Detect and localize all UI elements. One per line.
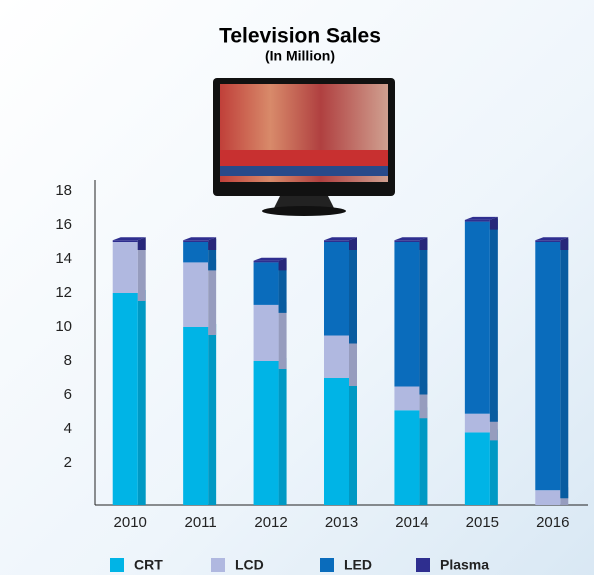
y-tick-label: 6 (64, 386, 72, 403)
x-tick-label: 2012 (254, 514, 287, 531)
bar-side (208, 259, 216, 335)
bar-side (419, 239, 427, 395)
bar-segment (254, 361, 279, 505)
bar-segment (535, 242, 560, 490)
bar-segment (183, 240, 208, 242)
bar-side (349, 375, 357, 505)
bar-side (349, 239, 357, 344)
bar-segment (183, 262, 208, 327)
bar-side (138, 290, 146, 505)
legend-label: LCD (235, 557, 264, 573)
bar-segment (394, 387, 419, 411)
bar-segment (183, 242, 208, 262)
y-tick-label: 2 (64, 454, 72, 471)
bar-segment (324, 242, 349, 336)
bar-segment (113, 242, 138, 293)
bar-segment (535, 490, 560, 505)
x-tick-label: 2013 (325, 514, 358, 531)
y-tick-label: 8 (64, 352, 72, 369)
legend-swatch (416, 558, 430, 572)
bar-segment (254, 305, 279, 361)
bar-segment (324, 378, 349, 505)
bar-segment (535, 240, 560, 242)
bar-segment (465, 222, 490, 414)
bar-segment (465, 432, 490, 505)
legend-label: Plasma (440, 557, 489, 573)
bar-segment (394, 410, 419, 505)
bar-segment (394, 240, 419, 242)
bar-segment (394, 242, 419, 387)
bar-side (419, 407, 427, 505)
bar-segment (183, 327, 208, 505)
bar-side (560, 239, 568, 498)
x-tick-label: 2010 (114, 514, 147, 531)
x-tick-label: 2014 (395, 514, 428, 531)
bar-segment (465, 220, 490, 222)
legend-label: CRT (134, 557, 163, 573)
legend-swatch (110, 558, 124, 572)
y-tick-label: 14 (55, 250, 72, 267)
y-tick-label: 4 (64, 420, 72, 437)
bar-segment (113, 240, 138, 242)
chart: Television Sales (In Million) 2 4 6 8 10 12 14… (0, 0, 594, 575)
bar-segment (324, 336, 349, 379)
x-tick-label: 2016 (536, 514, 569, 531)
x-tick-label: 2015 (466, 514, 499, 531)
x-tick-label: 2011 (185, 514, 217, 531)
y-tick-label: 10 (55, 318, 72, 335)
bar-segment (254, 262, 279, 305)
y-tick-label: 16 (55, 216, 72, 233)
bar-segment (465, 414, 490, 433)
bar-segment (324, 240, 349, 242)
bar-segment (113, 293, 138, 505)
bar-side (490, 429, 498, 505)
bar-segment (254, 261, 279, 263)
bar-side (279, 358, 287, 505)
bar-side (490, 219, 498, 422)
legend-label: LED (344, 557, 372, 573)
tv-illustration (213, 78, 395, 216)
bar-side (208, 324, 216, 505)
legend-swatch (320, 558, 334, 572)
y-tick-label: 18 (55, 182, 72, 199)
legend-swatch (211, 558, 225, 572)
chart-title: Television Sales (219, 25, 381, 48)
y-tick-label: 12 (55, 284, 72, 301)
chart-subtitle: (In Million) (265, 48, 335, 64)
